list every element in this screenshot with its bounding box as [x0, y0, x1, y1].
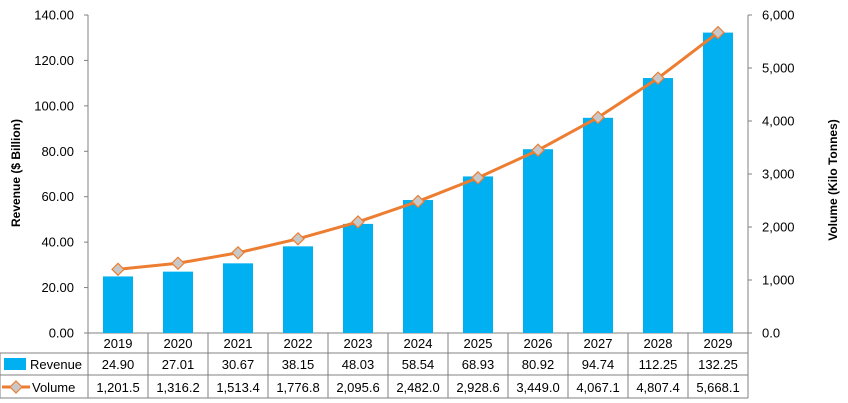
revenue-bars [103, 32, 733, 334]
revenue-legend-label: Revenue [30, 357, 82, 372]
volume-marker-2026 [531, 143, 545, 158]
volume-line-series [111, 25, 725, 277]
left-tick-label: 100.00 [34, 98, 74, 113]
x-tick-label: 2019 [104, 336, 133, 351]
volume-marker-2020 [171, 256, 185, 271]
left-tick-label: 80.00 [41, 144, 74, 159]
volume-data-label: 1,201.5 [96, 380, 139, 395]
volume-marker-2022 [291, 231, 305, 246]
volume-data-label: 5,668.1 [696, 380, 739, 395]
volume-legend-label: Volume [32, 380, 75, 395]
revenue-bar-2023 [343, 223, 373, 333]
left-axis-title: Revenue ($ Billion) [9, 119, 23, 227]
volume-data-label: 1,316.2 [156, 380, 199, 395]
revenue-bar-2024 [403, 200, 433, 333]
revenue-data-label: 80.92 [522, 357, 555, 372]
left-axis-ticks: 0.00 20.00 40.00 60.00 80.00 100.00 120.00 140.… [34, 8, 88, 341]
revenue-data-label: 94.74 [582, 357, 615, 372]
x-tick-label: 2028 [644, 336, 673, 351]
right-tick-label: 1,000 [762, 273, 795, 288]
x-tick-label: 2023 [344, 336, 373, 351]
volume-marker-2021 [231, 245, 245, 260]
revenue-data-label: 27.01 [162, 357, 195, 372]
x-tick-label: 2021 [224, 336, 253, 351]
volume-marker-2029 [711, 25, 725, 40]
left-tick-label: 20.00 [41, 280, 74, 295]
left-tick-label: 60.00 [41, 189, 74, 204]
revenue-bar-2029 [703, 32, 733, 333]
revenue-bar-2026 [523, 149, 553, 333]
right-axis-title: Volume (Kilo Tonnes) [826, 119, 840, 241]
right-tick-label: 6,000 [762, 8, 795, 23]
revenue-bar-2028 [643, 78, 673, 334]
revenue-bar-2020 [163, 271, 193, 333]
revenue-data-label: 132.25 [698, 357, 738, 372]
volume-data-label: 2,095.6 [336, 380, 379, 395]
x-tick-label: 2026 [524, 336, 553, 351]
revenue-data-label: 68.93 [462, 357, 495, 372]
left-tick-label: 140.00 [34, 8, 74, 23]
right-tick-label: 0.0 [762, 326, 780, 341]
right-tick-label: 2,000 [762, 220, 795, 235]
revenue-data-label: 30.67 [222, 357, 255, 372]
data-table: 2019 2020 2021 2022 2023 2024 2025 2026 2027 2028… [0, 333, 749, 399]
right-tick-label: 3,000 [762, 167, 795, 182]
volume-marker-2025 [471, 170, 485, 185]
volume-marker-2023 [351, 215, 365, 229]
right-tick-label: 5,000 [762, 61, 795, 76]
volume-data-label: 1,776.8 [276, 380, 319, 395]
revenue-data-label: 58.54 [402, 357, 435, 372]
revenue-bar-2019 [103, 276, 133, 333]
revenue-legend-key [4, 358, 26, 370]
x-tick-label: 2025 [464, 336, 493, 351]
revenue-bar-2027 [583, 117, 613, 333]
volume-data-label: 3,449.0 [516, 380, 559, 395]
revenue-bar-2021 [223, 263, 253, 333]
revenue-data-label: 112.25 [639, 357, 678, 372]
volume-marker-2024 [411, 194, 425, 209]
volume-data-label: 4,807.4 [636, 380, 679, 395]
revenue-bar-2022 [283, 246, 313, 333]
volume-data-label: 2,482.0 [396, 380, 439, 395]
volume-marker-2028 [651, 71, 665, 86]
left-tick-label: 120.00 [34, 53, 74, 68]
left-tick-label: 0.00 [49, 326, 74, 341]
volume-data-label: 4,067.1 [576, 380, 619, 395]
volume-data-label: 2,928.6 [456, 380, 499, 395]
right-axis-ticks: 0.0 1,000 2,000 3,000 4,000 5,000 6,000 [748, 8, 795, 341]
revenue-data-label: 24.90 [102, 357, 135, 372]
volume-legend-marker [9, 380, 23, 394]
x-tick-label: 2022 [284, 336, 313, 351]
volume-marker-2019 [111, 262, 125, 277]
x-tick-label: 2029 [704, 336, 733, 351]
volume-marker-2027 [591, 110, 605, 125]
x-tick-label: 2024 [404, 336, 433, 351]
revenue-bar-2025 [463, 176, 493, 333]
x-tick-label: 2027 [584, 336, 613, 351]
revenue-data-label: 48.03 [342, 357, 375, 372]
volume-data-label: 1,513.4 [216, 380, 259, 395]
right-tick-label: 4,000 [762, 114, 795, 129]
x-tick-label: 2020 [164, 336, 193, 351]
left-tick-label: 40.00 [41, 235, 74, 250]
revenue-data-label: 38.15 [282, 357, 315, 372]
